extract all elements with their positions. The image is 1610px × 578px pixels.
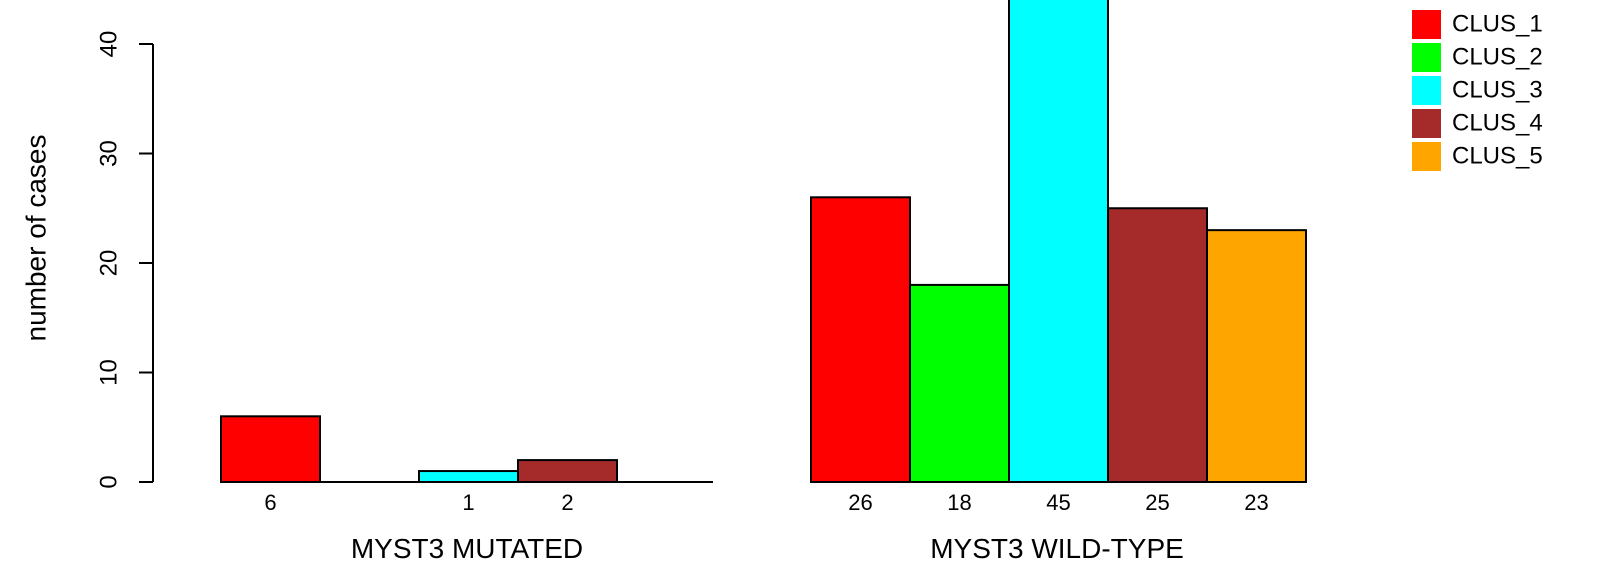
legend-swatch bbox=[1412, 109, 1441, 138]
y-tick-label: 10 bbox=[95, 359, 122, 386]
legend-label: CLUS_1 bbox=[1452, 10, 1543, 37]
bar-value-label: 23 bbox=[1244, 490, 1268, 515]
bar-value-label: 25 bbox=[1145, 490, 1169, 515]
legend-swatch bbox=[1412, 43, 1441, 72]
legend-swatch bbox=[1412, 10, 1441, 39]
bar-value-label: 1 bbox=[462, 490, 474, 515]
bar-value-label: 2 bbox=[561, 490, 573, 515]
legend-item: CLUS_3 bbox=[1412, 76, 1543, 105]
y-axis: 0 10 20 30 40 bbox=[95, 31, 154, 489]
bar-value-label: 18 bbox=[947, 490, 971, 515]
y-tick-label: 0 bbox=[95, 475, 122, 488]
legend-item: CLUS_1 bbox=[1412, 10, 1543, 39]
bar-group: 26 18 45 25 23 MYST3 WILD-TYPE bbox=[810, 0, 1307, 564]
bar bbox=[909, 283, 1010, 483]
legend: CLUS_1 CLUS_2 CLUS_3 CLUS_4 CLUS_5 bbox=[1412, 10, 1543, 171]
legend-label: CLUS_4 bbox=[1452, 109, 1543, 136]
bar bbox=[517, 459, 618, 484]
legend-item: CLUS_2 bbox=[1412, 43, 1543, 72]
bar-value-label: 45 bbox=[1046, 490, 1070, 515]
legend-swatch bbox=[1412, 76, 1441, 105]
bar bbox=[1206, 229, 1307, 483]
bar-group: 6 1 2 MYST3 MUTATED bbox=[220, 415, 713, 564]
legend-label: CLUS_3 bbox=[1452, 76, 1543, 103]
group-label: MYST3 MUTATED bbox=[351, 533, 583, 564]
y-tick-label: 30 bbox=[95, 140, 122, 167]
legend-label: CLUS_2 bbox=[1452, 43, 1543, 70]
bar bbox=[220, 415, 321, 483]
bars: 6 1 2 MYST3 MUTATED 26 18 45 25 23 MYST3 WILD-TYP… bbox=[220, 0, 1307, 564]
bar-value-label: 6 bbox=[264, 490, 276, 515]
legend-label: CLUS_5 bbox=[1452, 142, 1543, 169]
bar bbox=[1107, 207, 1208, 483]
y-axis-label: number of cases bbox=[20, 135, 51, 342]
legend-item: CLUS_5 bbox=[1412, 142, 1543, 171]
bar bbox=[810, 196, 911, 484]
legend-swatch bbox=[1412, 142, 1441, 171]
bar bbox=[418, 470, 519, 483]
legend-item: CLUS_4 bbox=[1412, 109, 1543, 138]
group-label: MYST3 WILD-TYPE bbox=[930, 533, 1184, 564]
y-tick-label: 20 bbox=[95, 250, 122, 277]
y-tick-label: 40 bbox=[95, 31, 122, 58]
bar-value-label: 26 bbox=[848, 490, 872, 515]
bar bbox=[1008, 0, 1109, 483]
